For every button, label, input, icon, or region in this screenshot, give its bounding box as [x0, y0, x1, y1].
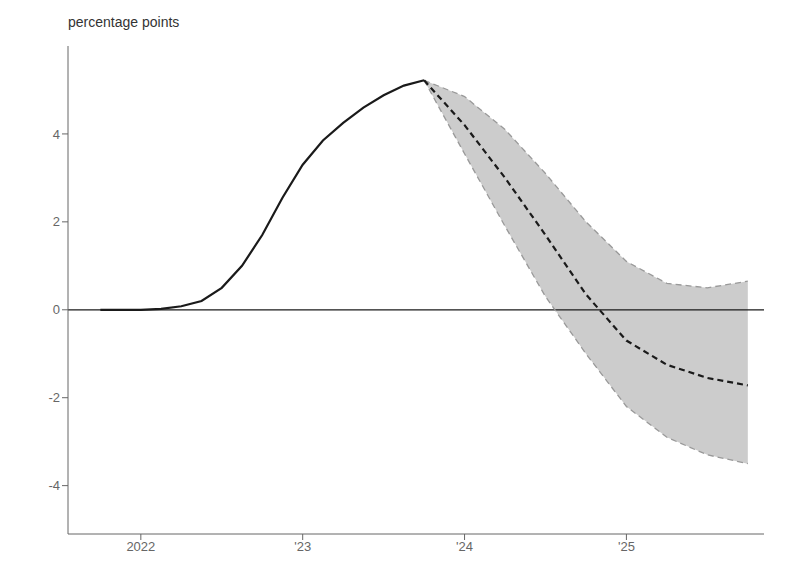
svg-text:2022: 2022 [126, 539, 155, 554]
svg-text:-2: -2 [48, 390, 60, 405]
svg-text:-4: -4 [48, 478, 60, 493]
html-text:percentage points: percentage points [68, 14, 180, 30]
svg-text:'24: '24 [456, 539, 473, 554]
svg-text:'25: '25 [618, 539, 635, 554]
svg-text:0: 0 [53, 302, 60, 317]
svg-text:4: 4 [53, 127, 60, 142]
svg-text:'23: '23 [294, 539, 311, 554]
svg-text:2: 2 [53, 214, 60, 229]
